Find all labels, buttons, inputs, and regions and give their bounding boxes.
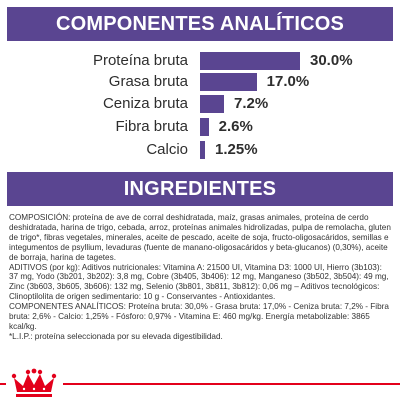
footer <box>0 366 400 400</box>
ingredients-header: INGREDIENTES <box>7 172 393 206</box>
analytics-row-protein: Proteína bruta 30.0% <box>0 50 400 72</box>
analytics-row-ash: Ceniza bruta 7.2% <box>0 93 400 115</box>
ingredients-text: COMPOSICIÓN: proteína de ave de corral d… <box>9 213 391 342</box>
row-label: Grasa bruta <box>108 73 188 90</box>
royal-canin-crown-icon <box>11 368 57 397</box>
footer-rule-left <box>0 383 6 385</box>
row-label: Proteína bruta <box>92 52 188 69</box>
row-label: Ceniza bruta <box>102 95 188 112</box>
analytics-row-calcium: Calcio 1.25% <box>0 139 400 161</box>
ingredients-title: INGREDIENTES <box>123 177 277 200</box>
row-value: 7.2% <box>234 95 269 112</box>
row-bar <box>200 141 205 159</box>
analytics-title: COMPONENTES ANALÍTICOS <box>55 12 345 35</box>
row-value: 1.25% <box>215 141 258 158</box>
analytics-header: COMPONENTES ANALÍTICOS <box>7 7 393 41</box>
composition-paragraph: COMPOSICIÓN: proteína de ave de corral d… <box>9 213 391 262</box>
row-bar <box>200 95 224 113</box>
analytics-row-fiber: Fibra bruta 2.6% <box>0 116 400 138</box>
row-label: Calcio <box>146 141 188 158</box>
analytics-row-fat: Grasa bruta 17.0% <box>0 71 400 93</box>
row-bar <box>200 73 257 91</box>
row-bar <box>200 118 209 136</box>
row-value: 2.6% <box>218 118 253 135</box>
row-value: 30.0% <box>310 52 353 69</box>
row-value: 17.0% <box>266 73 310 90</box>
lip-note-paragraph: *L.I.P.: proteína seleccionada por su el… <box>9 331 223 341</box>
row-label: Fibra bruta <box>115 118 188 135</box>
analytical-components-paragraph: COMPONENTES ANALÍTICOS: Proteína bruta: … <box>9 302 389 331</box>
additives-paragraph: ADITIVOS (por kg): Aditivos nutricionale… <box>9 262 389 302</box>
footer-rule-right <box>63 383 400 385</box>
row-bar <box>200 52 300 70</box>
